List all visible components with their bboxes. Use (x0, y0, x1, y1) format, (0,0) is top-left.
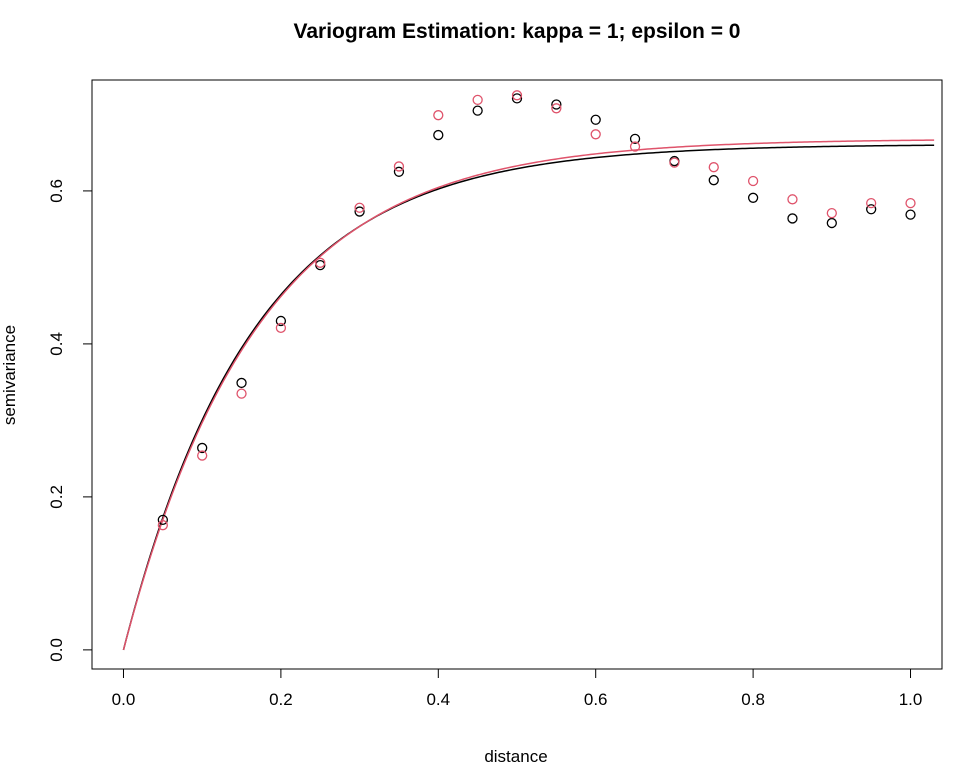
data-point-series-0 (157, 514, 168, 525)
data-point-series-1 (708, 162, 719, 173)
data-point-series-0 (747, 192, 759, 203)
data-point-series-1 (511, 90, 523, 101)
data-point-series-1 (866, 198, 877, 209)
data-point-series-0 (905, 209, 916, 220)
data-point-series-0 (826, 217, 837, 229)
x-tick-label: 0.0 (112, 690, 136, 709)
x-tick-label: 0.4 (426, 690, 450, 709)
data-point-series-1 (905, 198, 916, 209)
x-tick-label: 0.2 (269, 690, 293, 709)
x-axis-label: distance (484, 747, 547, 766)
data-point-series-1 (315, 257, 326, 268)
data-point-series-0 (787, 213, 798, 224)
x-tick-label: 0.8 (741, 690, 765, 709)
data-point-series-0 (197, 442, 208, 454)
data-point-series-0 (472, 105, 483, 116)
fitted-curves (122, 139, 935, 651)
data-point-series-0 (590, 114, 601, 125)
data-point-series-0 (433, 129, 444, 141)
fitted-curve-1 (122, 139, 935, 651)
chart-title: Variogram Estimation: kappa = 1; epsilon… (294, 20, 741, 43)
data-point-series-1 (747, 175, 759, 187)
data-point-series-0 (275, 315, 287, 327)
data-point-series-1 (826, 207, 837, 219)
y-tick-label: 0.4 (47, 332, 66, 356)
data-point-series-0 (629, 133, 641, 145)
data-point-series-0 (236, 377, 247, 389)
data-point-series-0 (551, 99, 562, 110)
x-tick-label: 1.0 (899, 690, 923, 709)
data-point-series-1 (590, 129, 601, 140)
data-point-series-1 (669, 157, 680, 168)
data-point-series-1 (236, 388, 247, 399)
x-axis: 0.0 0.2 0.4 0.6 0.8 1.0 (112, 668, 923, 709)
data-point-series-1 (197, 450, 208, 461)
data-point-series-0 (354, 206, 365, 217)
data-point-series-0 (866, 204, 877, 215)
data-point-series-1 (629, 141, 641, 152)
y-axis: 0.0 0.2 0.4 0.6 (47, 179, 93, 662)
y-tick-label: 0.0 (47, 638, 66, 662)
data-point-series-0 (708, 175, 719, 186)
data-point-series-1 (433, 110, 444, 121)
y-tick-label: 0.6 (47, 179, 66, 203)
data-point-series-1 (472, 94, 483, 106)
data-point-series-1 (787, 194, 798, 205)
data-point-series-1 (354, 202, 365, 213)
data-point-series-1 (393, 161, 405, 172)
data-point-series-1 (157, 520, 168, 531)
data-point-series-0 (511, 93, 523, 104)
data-points (157, 90, 916, 531)
fitted-curve-0 (122, 144, 935, 651)
y-axis-label: semivariance (0, 325, 19, 425)
x-tick-label: 0.6 (584, 690, 608, 709)
data-point-series-1 (551, 103, 562, 114)
data-point-series-1 (275, 322, 287, 333)
y-tick-label: 0.2 (47, 485, 66, 509)
data-point-series-0 (393, 166, 405, 177)
